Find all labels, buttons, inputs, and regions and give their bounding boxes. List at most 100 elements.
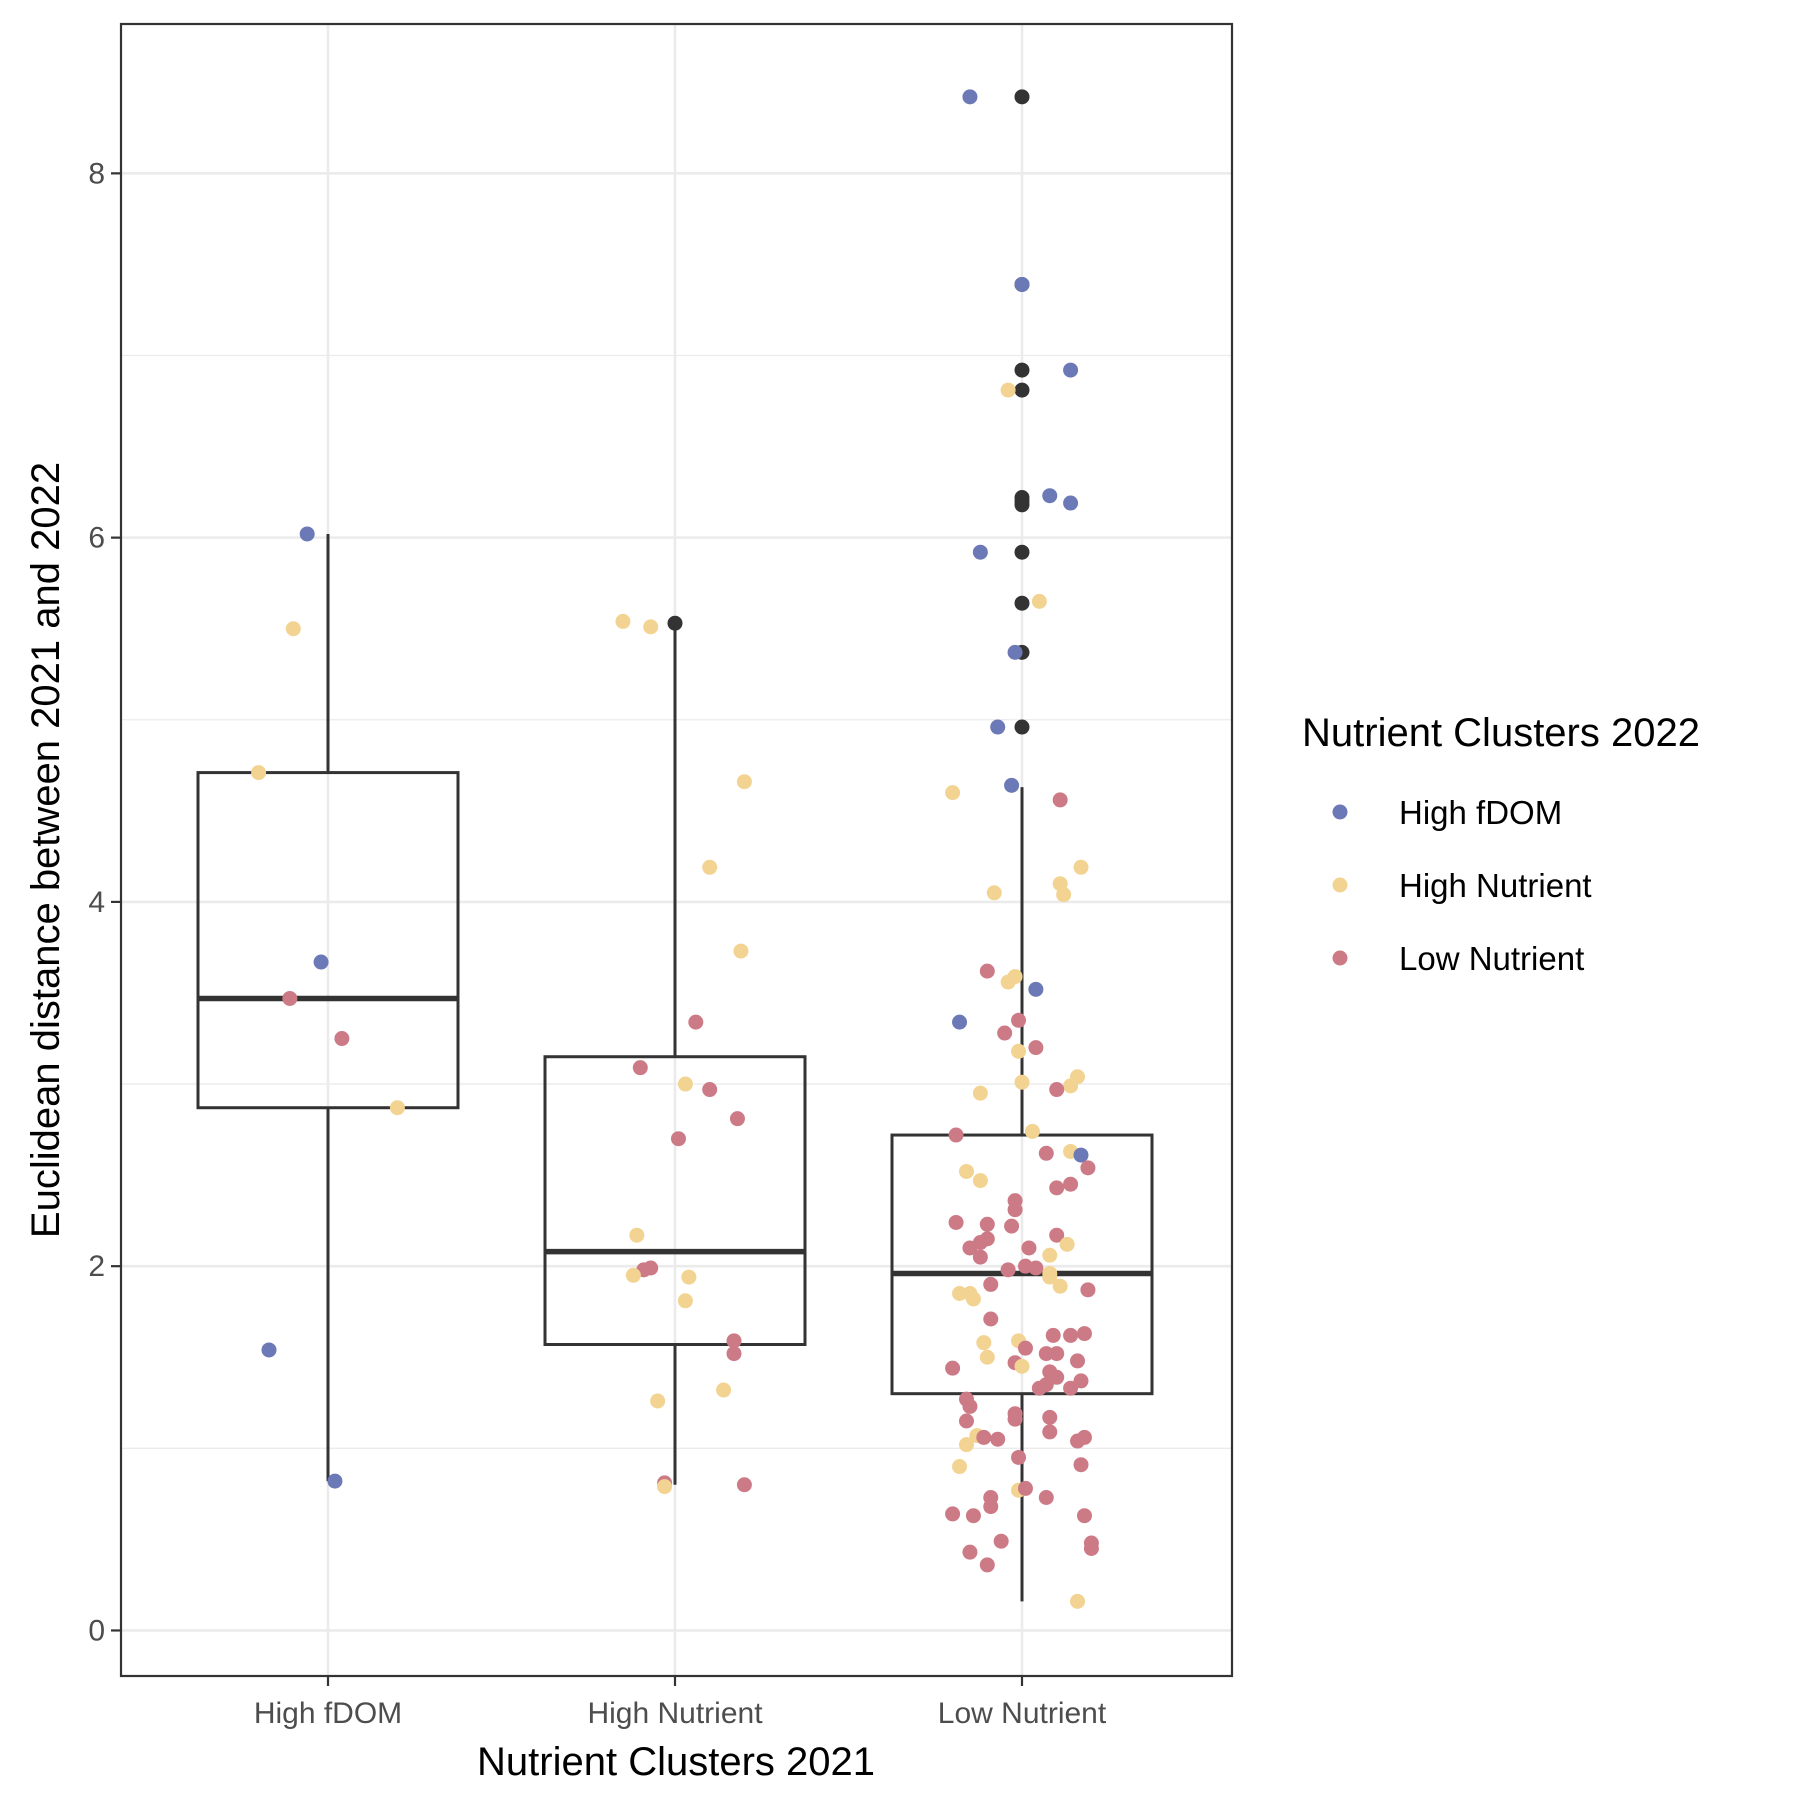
legend-label: High Nutrient [1399, 867, 1592, 904]
data-point [261, 1342, 277, 1358]
data-point [726, 1346, 742, 1362]
data-point [1052, 1278, 1068, 1294]
data-point [962, 1544, 978, 1560]
outlier-point [1014, 89, 1030, 105]
data-point [1063, 1176, 1079, 1192]
data-point [1011, 1043, 1027, 1059]
data-point [1007, 644, 1023, 660]
data-point [952, 1286, 968, 1302]
box-iqr [196, 771, 460, 1110]
outlier-point [1014, 362, 1030, 378]
box-iqr [543, 1055, 807, 1347]
data-point [962, 1398, 978, 1414]
data-point [972, 1085, 988, 1101]
data-point [657, 1479, 673, 1495]
legend-swatch [1332, 804, 1348, 820]
data-point [979, 1557, 995, 1573]
data-point [726, 1333, 742, 1349]
y-axis-title: Euclidean distance between 2021 and 2022 [24, 462, 68, 1238]
data-point [986, 885, 1002, 901]
data-point [736, 1477, 752, 1493]
data-point [993, 1533, 1009, 1549]
data-point [1080, 1282, 1096, 1298]
data-point [1049, 1227, 1065, 1243]
data-point [1042, 1269, 1058, 1285]
data-point [1045, 1327, 1061, 1343]
data-point [1014, 1358, 1030, 1374]
legend-label: Low Nutrient [1399, 940, 1584, 977]
data-point [1070, 1433, 1086, 1449]
data-point [1063, 1327, 1079, 1343]
box-iqr [890, 1133, 1154, 1396]
data-point [979, 1349, 995, 1365]
data-point [733, 943, 749, 959]
data-point [945, 785, 961, 801]
outlier-point [1014, 382, 1030, 398]
data-point [1070, 1593, 1086, 1609]
x-tick-label: High fDOM [254, 1697, 402, 1730]
y-tick-label: 8 [88, 157, 105, 190]
x-axis-title: Nutrient Clusters 2021 [477, 1740, 875, 1784]
data-point [1028, 1260, 1044, 1276]
data-point [1007, 1202, 1023, 1218]
data-point [976, 1335, 992, 1351]
data-point [1014, 1074, 1030, 1090]
data-point [1080, 1160, 1096, 1176]
jitter-points [251, 89, 1099, 1609]
data-point [1076, 1326, 1092, 1342]
data-point [1049, 1346, 1065, 1362]
data-point [1014, 276, 1030, 292]
data-point [643, 619, 659, 635]
data-point [983, 1276, 999, 1292]
data-point [1049, 1369, 1065, 1385]
data-point [945, 1360, 961, 1376]
outlier-point [1014, 544, 1030, 560]
data-point [251, 765, 267, 781]
data-point [285, 621, 301, 637]
data-point [677, 1076, 693, 1092]
axes: 0 2 4 6 8 High fDOM High Nutrient Low Nutrient [88, 157, 1107, 1730]
data-point [1000, 1262, 1016, 1278]
data-point [1042, 1247, 1058, 1263]
data-point [681, 1269, 697, 1285]
data-point [979, 963, 995, 979]
data-point [334, 1031, 350, 1047]
data-point [948, 1127, 964, 1143]
data-point [1070, 1353, 1086, 1369]
outlier-point [1014, 719, 1030, 735]
data-point [1000, 974, 1016, 990]
data-point [299, 526, 315, 542]
data-point [976, 1429, 992, 1445]
y-tick-label: 0 [88, 1614, 105, 1647]
data-point [1042, 1409, 1058, 1425]
data-point [389, 1100, 405, 1116]
data-point [1059, 1236, 1075, 1252]
panel-border [119, 22, 1234, 1678]
data-point [1024, 1123, 1040, 1139]
data-point [962, 89, 978, 105]
data-point [965, 1508, 981, 1524]
data-point [702, 1082, 718, 1098]
data-point [643, 1260, 659, 1276]
data-point [313, 954, 329, 970]
data-point [1028, 1040, 1044, 1056]
data-point [983, 1499, 999, 1515]
data-point [1056, 887, 1072, 903]
legend-entries: High fDOM High Nutrient Low Nutrient [1332, 794, 1592, 977]
data-point [1042, 488, 1058, 504]
data-point [1031, 1380, 1047, 1396]
data-point [1073, 859, 1089, 875]
data-point [948, 1214, 964, 1230]
data-point [1076, 1508, 1092, 1524]
outlier-point [1014, 497, 1030, 513]
outlier-point [1014, 595, 1030, 611]
outlier-point [667, 615, 683, 631]
data-point [716, 1382, 732, 1398]
data-point [958, 1437, 974, 1453]
data-point [1049, 1082, 1065, 1098]
legend-label: High fDOM [1399, 794, 1562, 831]
data-point [962, 1240, 978, 1256]
data-point [1007, 1411, 1023, 1427]
data-point [702, 859, 718, 875]
